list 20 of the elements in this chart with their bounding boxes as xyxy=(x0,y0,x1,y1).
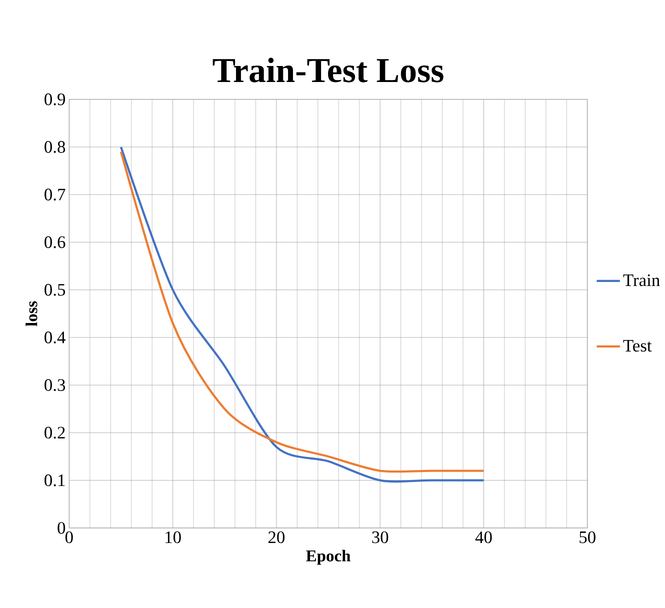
legend-label: Test xyxy=(623,340,652,352)
y-tick-label: 0.2 xyxy=(44,426,65,439)
y-tick-label: 0.4 xyxy=(44,332,66,344)
x-tick-label: 20 xyxy=(268,531,285,544)
legend-label: Train xyxy=(623,274,660,286)
chart-title: Train-Test Loss xyxy=(212,58,444,82)
x-tick-label: 10 xyxy=(166,531,181,544)
y-axis-title: loss xyxy=(26,301,38,326)
y-tick-label: 0 xyxy=(58,522,66,534)
x-tick-label: 40 xyxy=(475,531,492,544)
y-tick-label: 0.6 xyxy=(44,236,66,248)
y-tick-label: 0.9 xyxy=(44,94,66,106)
y-tick-label: 0.3 xyxy=(44,379,66,392)
y-tick-label: 0.8 xyxy=(44,141,66,153)
x-tick-label: 30 xyxy=(372,531,388,544)
y-tick-label: 0.5 xyxy=(44,284,66,296)
x-axis-title: Epoch xyxy=(306,550,350,565)
x-tick-label: 50 xyxy=(580,531,596,544)
y-tick-label: 0.1 xyxy=(44,474,65,486)
y-tick-label: 0.7 xyxy=(44,188,66,201)
